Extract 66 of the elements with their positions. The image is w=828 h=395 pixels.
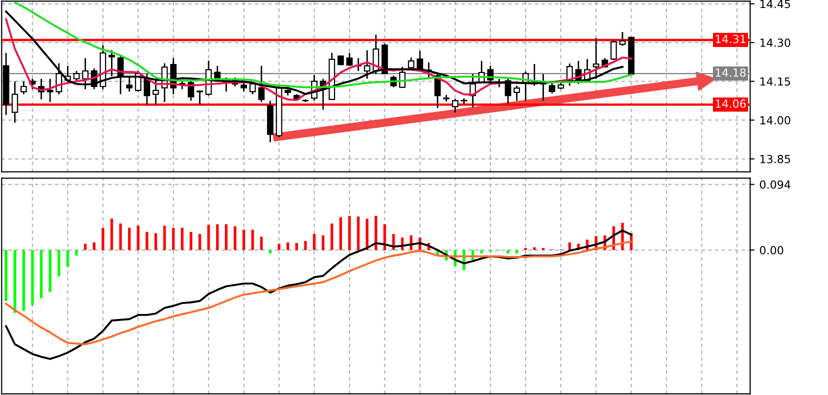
bar	[506, 250, 510, 254]
bar	[146, 232, 148, 250]
candlestick	[346, 52, 353, 67]
candlestick	[364, 50, 370, 80]
bar	[216, 224, 219, 250]
bar	[22, 250, 25, 311]
line-series	[5, 230, 632, 360]
candlestick	[73, 70, 80, 82]
ref-line-label: 14.06	[716, 99, 746, 108]
bar	[110, 218, 114, 250]
bar	[40, 250, 43, 298]
bar	[119, 224, 122, 250]
bar	[190, 232, 192, 250]
bar	[542, 248, 545, 250]
bar	[163, 226, 166, 250]
bar	[58, 250, 60, 277]
candlestick	[452, 98, 458, 114]
y-tick-label: 14.30	[760, 38, 790, 47]
candlestick	[416, 50, 424, 72]
bar	[224, 224, 228, 250]
line-series	[5, 240, 632, 346]
bar	[356, 216, 360, 250]
candlestick	[12, 80, 18, 124]
bar	[322, 235, 324, 250]
candlestick	[126, 75, 133, 92]
candlestick	[20, 80, 27, 95]
bar	[180, 228, 184, 250]
bar	[4, 250, 8, 301]
ref-line-label: 14.18	[716, 68, 746, 77]
y-tick-label: 0.00	[760, 246, 784, 254]
y-tick-label: 14.15	[760, 77, 790, 86]
y-tick-label: 14.45	[760, 0, 790, 8]
bar	[533, 247, 536, 250]
bar	[251, 230, 254, 250]
bar	[339, 217, 342, 250]
candlestick	[408, 56, 414, 70]
bar	[14, 250, 16, 313]
y-tick-label: 13.85	[760, 154, 790, 164]
bar	[92, 242, 96, 250]
bar	[198, 234, 202, 250]
y-tick-label: 14.00	[760, 116, 790, 124]
bar	[268, 250, 272, 254]
bar	[330, 224, 334, 250]
candlestick	[196, 90, 203, 106]
candlestick	[592, 37, 600, 80]
bar	[260, 236, 263, 250]
bar	[480, 250, 483, 254]
candlestick	[46, 78, 54, 103]
bar	[295, 243, 298, 250]
bar	[48, 250, 52, 292]
bar	[154, 233, 158, 250]
bar	[286, 242, 290, 250]
bar	[128, 228, 131, 250]
bar	[234, 226, 236, 250]
bar	[84, 244, 87, 250]
candlestick	[82, 57, 89, 90]
candlestick	[610, 40, 617, 61]
candlestick	[240, 82, 248, 92]
bar	[304, 240, 307, 250]
line-series	[5, 18, 632, 102]
candlestick	[619, 31, 626, 47]
bar	[75, 250, 78, 256]
candlestick	[108, 50, 115, 77]
ref-line-label: 14.31	[716, 34, 746, 44]
bar	[515, 250, 518, 254]
y-tick-label: 0.094	[760, 180, 790, 189]
